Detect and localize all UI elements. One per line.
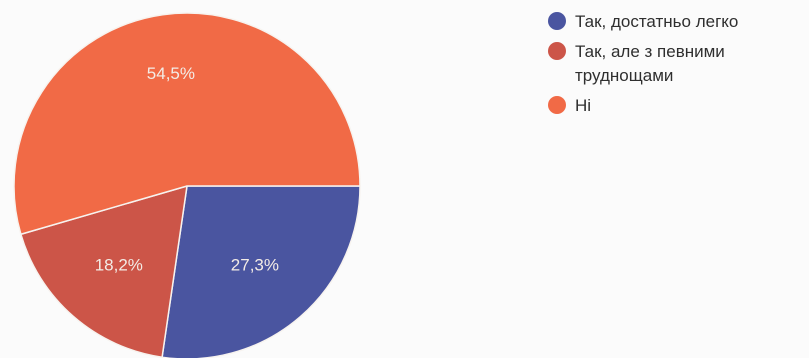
- pie-labels: 27,3% 18,2% 54,5%: [95, 64, 279, 275]
- legend-label: Так, але з певними труднощами: [575, 42, 725, 85]
- legend-swatch: [548, 42, 566, 60]
- slice-value-label: 54,5%: [147, 64, 195, 83]
- legend-label: Ні: [575, 96, 592, 115]
- legend-label: Так, достатньо легко: [575, 12, 739, 31]
- slice-value-label: 18,2%: [95, 255, 143, 274]
- legend-item[interactable]: Так, але з певними труднощами: [548, 40, 808, 88]
- legend-swatch: [548, 96, 566, 114]
- pie-chart: 27,3% 18,2% 54,5%: [13, 12, 361, 358]
- pie-slices: [13, 12, 361, 358]
- pie-slice[interactable]: [161, 185, 361, 358]
- pie-slice[interactable]: [13, 12, 361, 236]
- slice-value-label: 27,3%: [231, 256, 279, 275]
- pie-slice[interactable]: [19, 184, 188, 358]
- legend-item[interactable]: Так, достатньо легко: [548, 10, 808, 34]
- legend: Так, достатньо легко Так, але з певними …: [548, 10, 808, 124]
- legend-item[interactable]: Ні: [548, 94, 808, 118]
- legend-swatch: [548, 12, 566, 30]
